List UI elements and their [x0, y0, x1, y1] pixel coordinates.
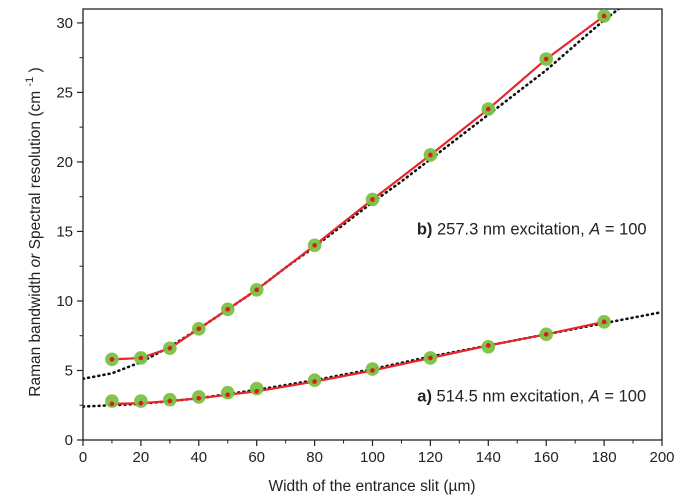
theory-curve-b	[83, 9, 620, 381]
y-axis-label-or: or	[27, 253, 44, 268]
data-point-a	[249, 381, 264, 396]
data-point-center-a	[370, 368, 375, 373]
y-tick-label: 0	[65, 432, 73, 449]
y-axis-label-superscript: -1	[24, 77, 36, 87]
y-tick-label: 25	[56, 84, 73, 101]
data-point-center-b	[225, 307, 231, 312]
annotation-b: b) 257.3 nm excitation, A = 100	[417, 221, 647, 239]
data-point-center-a	[225, 392, 231, 398]
data-point-center-a	[312, 379, 317, 384]
x-tick-label: 120	[418, 449, 443, 466]
data-point-center-a	[196, 395, 202, 401]
fit-line-b	[111, 15, 605, 361]
data-point-center-a	[543, 332, 549, 337]
data-point-center-b	[167, 345, 173, 351]
data-point-center-a	[601, 319, 607, 325]
x-tick-label: 200	[649, 449, 674, 466]
data-point-center-b	[109, 357, 115, 362]
annotation-b-text: 257.3 nm excitation,	[437, 221, 589, 239]
data-point-center-b	[428, 152, 433, 158]
annotation-b-letter: b)	[417, 221, 433, 239]
annotation-a-var: A	[588, 388, 600, 406]
data-point-center-a	[486, 343, 491, 348]
y-tick-label: 5	[65, 362, 73, 379]
y-axis-label-part1: Raman bandwidth	[27, 267, 44, 396]
annotation-a: a) 514.5 nm excitation, A = 100	[417, 388, 646, 406]
y-tick-label: 30	[56, 15, 73, 32]
x-tick-label: 100	[360, 449, 385, 466]
x-tick-label: 140	[476, 449, 501, 466]
data-point-center-b	[370, 197, 375, 202]
data-point-center-b	[138, 355, 144, 361]
annotation-a-value: = 100	[604, 388, 646, 406]
x-tick-label: 80	[306, 449, 323, 466]
annotation-a-text: 514.5 nm excitation,	[437, 388, 589, 406]
x-tick-label: 160	[534, 449, 559, 466]
data-point-center-b	[312, 243, 317, 248]
data-point-center-b	[254, 287, 259, 293]
annotation-b-value: = 100	[605, 221, 647, 239]
y-tick-label: 10	[56, 293, 73, 310]
x-tick-label: 40	[190, 449, 207, 466]
x-axis-label: Width of the entrance slit (µm)	[268, 478, 475, 495]
data-point-center-b	[196, 326, 202, 332]
axis-ticks: 0 20 40 60 80 100 120 140 160 180 200 0 5 10 15 20 25 30	[56, 15, 674, 466]
data-point-center-b	[543, 56, 549, 62]
annotation-b-var: A	[588, 221, 600, 239]
data-point-a	[105, 394, 119, 408]
x-tick-label: 20	[133, 449, 150, 466]
y-axis-label: Raman bandwidth or Spectral resolution (…	[20, 67, 44, 396]
data-point-center-b	[486, 106, 491, 112]
x-tick-label: 0	[79, 449, 87, 466]
data-point-center-a	[167, 398, 173, 404]
x-tick-label: 60	[248, 449, 265, 466]
data-point-center-a	[138, 400, 144, 406]
y-axis-label-part2: Spectral resolution (cm	[27, 91, 44, 250]
data-point-center-a	[254, 389, 259, 394]
data-markers	[105, 9, 611, 408]
y-axis-label-close: )	[27, 67, 44, 72]
annotation-a-letter: a)	[417, 388, 432, 406]
y-tick-label: 20	[56, 154, 73, 171]
x-tick-label: 180	[592, 449, 617, 466]
data-point-center-a	[109, 401, 115, 407]
data-point-center-b	[601, 13, 607, 19]
data-point-center-a	[428, 355, 433, 361]
y-tick-label: 15	[56, 223, 73, 240]
